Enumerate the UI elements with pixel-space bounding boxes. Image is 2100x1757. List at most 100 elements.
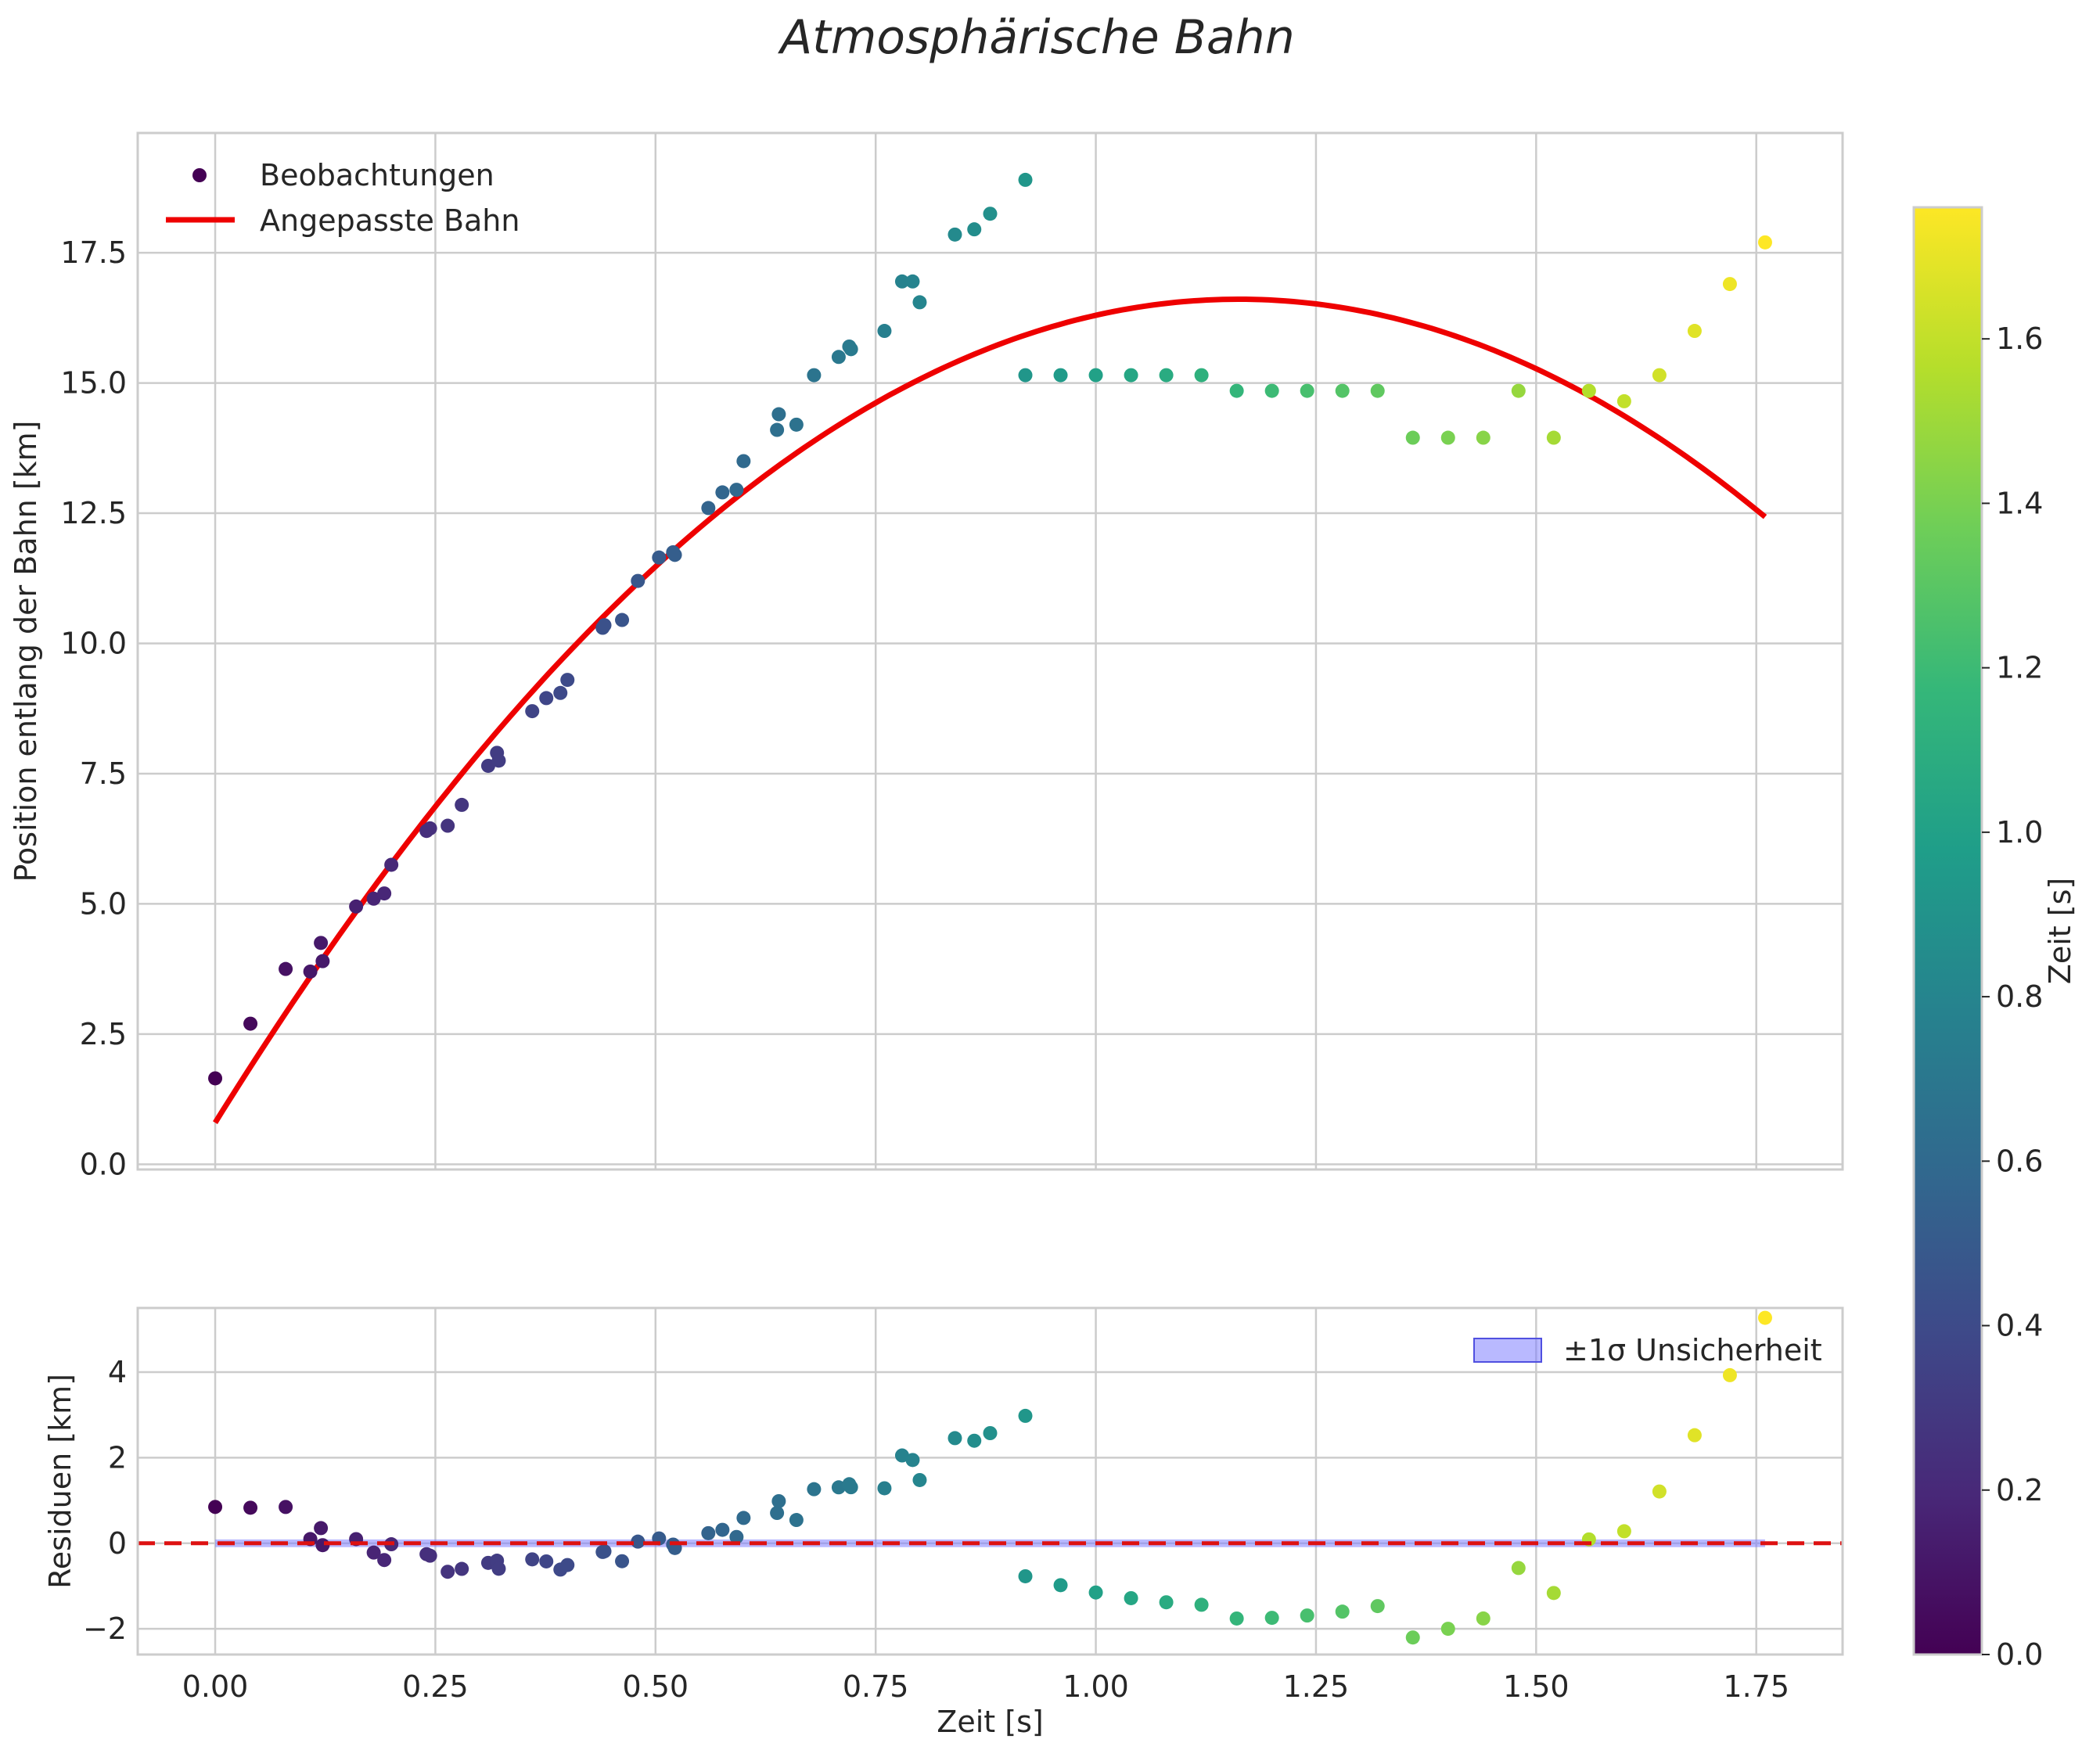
colorbar-frame xyxy=(1912,206,1983,1656)
observation-point xyxy=(877,324,892,339)
residual-point xyxy=(455,1561,469,1576)
fit-line xyxy=(213,296,1767,1124)
residual-point xyxy=(1264,1611,1279,1626)
observation-point xyxy=(1159,368,1174,383)
observation-point xyxy=(279,961,293,976)
colorbar-tick-label: 0.4 xyxy=(1996,1309,2043,1343)
residuals-axes-frame xyxy=(136,1306,1844,1656)
main-y-tick-label: 12.5 xyxy=(60,496,127,530)
residual-point xyxy=(1652,1484,1667,1499)
residual-point xyxy=(715,1522,730,1537)
legend-marker-observations xyxy=(192,168,207,182)
observation-point xyxy=(480,758,495,773)
residual-point xyxy=(1511,1561,1526,1576)
observation-point xyxy=(384,857,399,872)
observation-point xyxy=(1476,430,1490,445)
residual-point xyxy=(1476,1611,1490,1626)
observation-point xyxy=(1370,383,1385,398)
residual-point xyxy=(423,1548,437,1563)
residual-point xyxy=(1300,1608,1314,1623)
residual-point xyxy=(631,1534,645,1549)
observation-point xyxy=(349,899,364,914)
observation-point xyxy=(366,891,381,906)
residual-point xyxy=(948,1431,962,1446)
observation-point xyxy=(597,618,612,633)
observation-point xyxy=(1018,172,1033,187)
observation-points xyxy=(208,172,1772,1086)
fit-line-group xyxy=(213,296,1767,1124)
residual-point xyxy=(1687,1428,1702,1443)
x-tick-label: 0.25 xyxy=(402,1669,469,1704)
residuals-x-ticks: 0.00 0.25 0.50 0.75 1.00 1.25 1.50 1.75 xyxy=(182,1669,1789,1704)
residual-point xyxy=(1159,1595,1174,1610)
residual-point xyxy=(491,1561,506,1576)
x-tick-label: 0.00 xyxy=(182,1669,249,1704)
main-legend: Beobachtungen Angepasste Bahn xyxy=(166,158,520,238)
residual-point xyxy=(1440,1622,1455,1637)
main-y-ticks: 0.0 2.5 5.0 7.5 10.0 12.5 15.0 17.5 xyxy=(60,235,127,1181)
observation-point xyxy=(652,550,667,565)
legend-label-fit: Angepasste Bahn xyxy=(260,203,520,238)
observation-point xyxy=(715,485,730,500)
observation-point xyxy=(1124,368,1138,383)
residual-points xyxy=(208,1310,1772,1645)
colorbar: 0.0 0.2 0.4 0.6 0.8 1.0 1.2 1.4 1.6 Zeit [s] xyxy=(1912,206,2077,1672)
observation-point xyxy=(455,797,469,812)
observation-point xyxy=(1405,430,1420,445)
colorbar-tick-label: 1.4 xyxy=(1996,486,2043,520)
residual-point xyxy=(729,1529,744,1544)
main-y-axis-label: Position entlang der Bahn [km] xyxy=(9,420,43,882)
residual-point xyxy=(912,1472,927,1487)
colorbar-ticks: 0.0 0.2 0.4 0.6 0.8 1.0 1.2 1.4 1.6 xyxy=(1982,322,2043,1672)
main-panel: 0.0 2.5 5.0 7.5 10.0 12.5 15.0 17.5 Position en… xyxy=(9,131,1844,1181)
colorbar-tick-label: 1.2 xyxy=(1996,651,2043,685)
residual-point xyxy=(597,1544,612,1559)
x-tick-label: 1.00 xyxy=(1063,1669,1129,1704)
x-tick-label: 1.25 xyxy=(1283,1669,1350,1704)
residual-point xyxy=(736,1511,751,1525)
legend-label-band: ±1σ Unsicherheit xyxy=(1563,1333,1822,1367)
residual-point xyxy=(843,1480,858,1495)
main-y-tick-label: 5.0 xyxy=(80,886,127,921)
residual-point xyxy=(440,1565,455,1579)
observation-point xyxy=(983,207,998,221)
x-tick-label: 1.50 xyxy=(1503,1669,1570,1704)
residual-point xyxy=(1757,1310,1772,1325)
observation-point xyxy=(303,964,318,979)
main-y-tick-label: 10.0 xyxy=(60,627,127,661)
colorbar-tick-label: 0.8 xyxy=(1996,979,2043,1014)
residual-point xyxy=(525,1552,540,1567)
observation-point xyxy=(615,613,630,627)
observation-point xyxy=(1053,368,1068,383)
observation-point xyxy=(667,548,682,562)
observation-point xyxy=(770,422,785,437)
x-tick-label: 0.75 xyxy=(843,1669,909,1704)
residual-point xyxy=(771,1493,786,1508)
observation-point xyxy=(1088,368,1103,383)
observation-point xyxy=(1440,430,1455,445)
observation-point xyxy=(1722,277,1737,292)
residual-point xyxy=(894,1448,909,1463)
residual-point xyxy=(1088,1585,1103,1600)
observation-point xyxy=(912,295,927,310)
observation-point xyxy=(315,954,330,968)
residual-point xyxy=(208,1500,223,1514)
residual-point xyxy=(243,1500,258,1515)
observation-point xyxy=(525,704,540,719)
main-y-tick-label: 15.0 xyxy=(60,366,127,401)
residual-point xyxy=(615,1554,630,1568)
colorbar-label: Zeit [s] xyxy=(2043,878,2077,984)
residual-point xyxy=(366,1545,381,1560)
observation-point xyxy=(440,818,455,833)
residual-point xyxy=(770,1506,785,1521)
main-y-tick-label: 17.5 xyxy=(60,235,127,270)
colorbar-tick-label: 0.2 xyxy=(1996,1473,2043,1507)
residual-point xyxy=(1405,1630,1420,1645)
residual-point xyxy=(789,1513,804,1528)
colorbar-tick-label: 1.0 xyxy=(1996,815,2043,850)
observation-point xyxy=(948,227,962,242)
residual-point xyxy=(279,1500,293,1514)
observation-point xyxy=(631,573,645,588)
observation-point xyxy=(314,936,329,950)
main-y-tick-label: 2.5 xyxy=(80,1017,127,1051)
